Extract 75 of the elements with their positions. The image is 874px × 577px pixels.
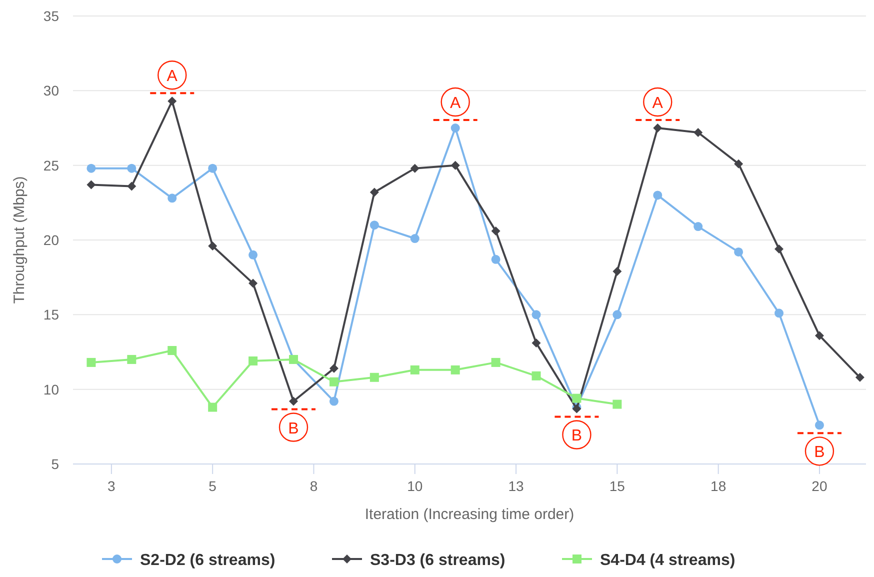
- point: [774, 244, 784, 254]
- point: [653, 190, 662, 200]
- y-tick-label: 15: [43, 306, 60, 323]
- point: [694, 222, 703, 232]
- point: [127, 182, 136, 191]
- point: [774, 308, 784, 318]
- point: [491, 358, 500, 367]
- point: [814, 420, 824, 430]
- point: [532, 338, 541, 348]
- legend-label: S2-D2 (6 streams): [140, 552, 276, 569]
- point: [248, 250, 258, 260]
- point: [612, 266, 622, 276]
- point: [370, 188, 379, 197]
- point: [734, 159, 744, 168]
- legend-label: S3-D3 (6 streams): [370, 552, 506, 569]
- point: [572, 394, 582, 403]
- point: [289, 396, 298, 406]
- annotation: A: [166, 68, 178, 86]
- point: [450, 365, 460, 374]
- point: [168, 194, 177, 203]
- x-tick-label: 18: [710, 478, 726, 494]
- point: [168, 96, 177, 106]
- x-tick-label: 3: [108, 478, 116, 494]
- point: [370, 220, 379, 230]
- point: [248, 356, 258, 366]
- point: [208, 402, 218, 412]
- point: [491, 254, 500, 264]
- point: [532, 371, 541, 380]
- point: [127, 164, 136, 173]
- point: [491, 226, 500, 236]
- point: [410, 164, 420, 173]
- point: [86, 164, 96, 173]
- point: [248, 278, 258, 288]
- point: [410, 365, 420, 374]
- legend-label: S4-D4 (4 streams): [600, 552, 736, 569]
- point: [410, 234, 420, 244]
- x-tick-label: 5: [208, 478, 217, 494]
- point: [855, 372, 864, 382]
- point: [814, 331, 824, 340]
- point: [86, 180, 96, 190]
- x-tick-label: 15: [609, 478, 626, 494]
- annotation: A: [652, 95, 664, 112]
- x-tick-label: 8: [310, 478, 318, 494]
- x-axis-title: Iteration (Increasing time order): [364, 506, 574, 523]
- y-tick-label: 5: [51, 456, 60, 472]
- point: [168, 346, 177, 356]
- point: [450, 124, 460, 132]
- x-tick-label: 13: [508, 478, 524, 494]
- x-tick-label: 10: [407, 478, 423, 494]
- y-tick-label: 25: [43, 157, 60, 174]
- point: [612, 400, 622, 409]
- point: [450, 160, 460, 170]
- y-tick-label: 30: [43, 82, 60, 99]
- y-tick-label: 20: [43, 232, 60, 248]
- annotation: A: [450, 95, 462, 112]
- point: [532, 310, 541, 320]
- point: [694, 128, 703, 137]
- y-axis-title: Throughput (Mbps): [11, 176, 28, 304]
- point: [653, 124, 662, 132]
- point: [329, 377, 338, 386]
- y-tick-label: 35: [43, 8, 60, 24]
- point: [329, 396, 338, 406]
- x-tick-label: 20: [812, 478, 828, 494]
- y-tick-label: 10: [43, 381, 60, 398]
- annotation: B: [288, 420, 299, 438]
- point: [208, 241, 218, 250]
- point: [86, 358, 96, 367]
- annotation: B: [571, 428, 582, 445]
- point: [127, 354, 136, 364]
- point: [612, 310, 622, 320]
- point: [329, 364, 338, 373]
- point: [734, 247, 744, 256]
- point: [370, 372, 379, 382]
- annotation: B: [814, 444, 825, 462]
- point: [208, 164, 218, 173]
